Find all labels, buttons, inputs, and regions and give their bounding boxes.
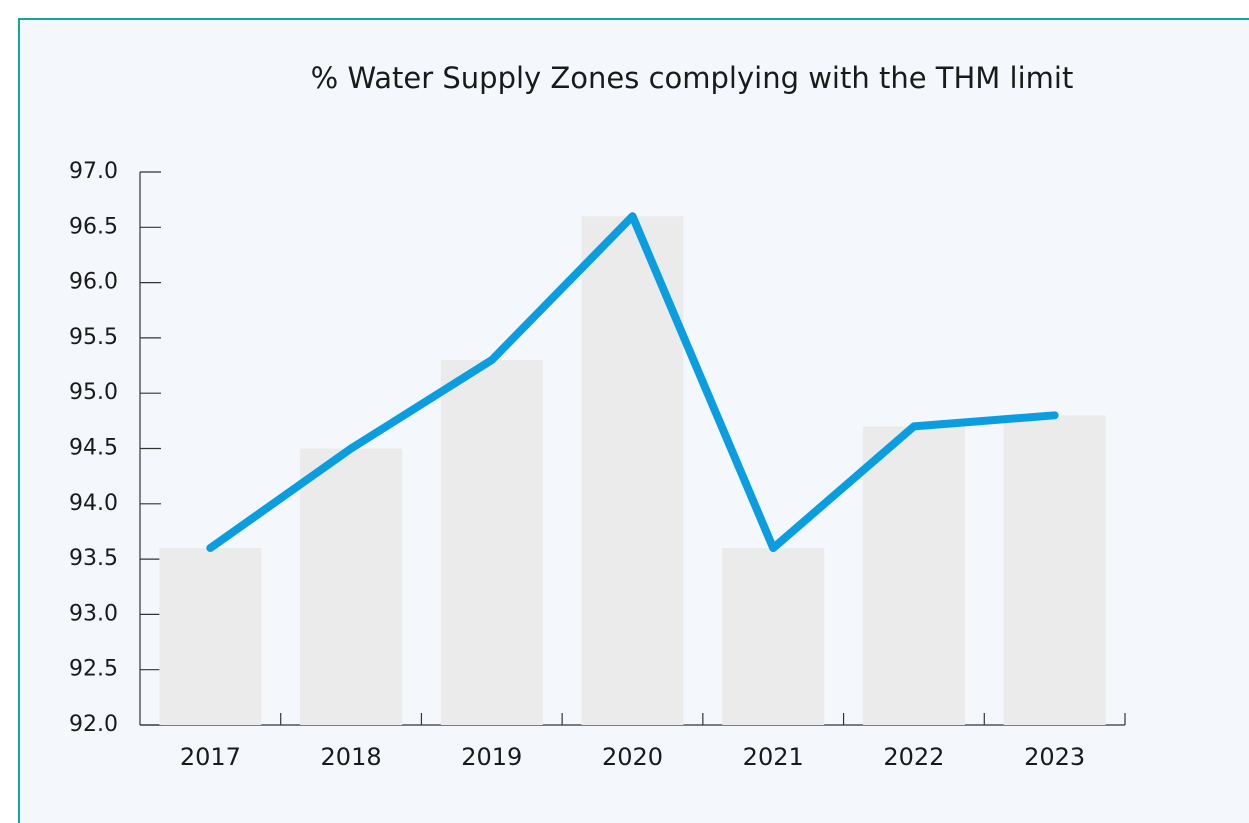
y-tick-label: 92.0 [69,712,118,737]
chart-title: % Water Supply Zones complying with the … [311,61,1074,95]
y-tick-label: 92.5 [69,657,118,682]
x-tick-label: 2023 [1024,743,1085,771]
bar [440,360,543,725]
bar [1003,415,1106,725]
bar [300,448,403,725]
bar [159,548,262,725]
y-tick-label: 97.0 [69,159,118,184]
y-tick-label: 93.5 [69,546,118,571]
x-tick-label: 2020 [602,743,663,771]
x-tick-label: 2019 [461,743,522,771]
y-tick-label: 94.0 [69,491,118,516]
y-tick-label: 96.0 [69,270,118,295]
y-tick-label: 94.5 [69,436,118,461]
y-tick-label: 95.0 [69,380,118,405]
x-tick-label: 2017 [180,743,241,771]
line [206,212,1059,553]
bar [722,548,825,725]
bar [862,426,965,725]
x-tick-label: 2021 [743,743,804,771]
x-tick-label: 2018 [321,743,382,771]
y-tick-label: 96.5 [69,214,118,239]
y-tick-label: 95.5 [69,325,118,350]
y-tick-label: 93.0 [69,601,118,626]
x-tick-label: 2022 [883,743,944,771]
